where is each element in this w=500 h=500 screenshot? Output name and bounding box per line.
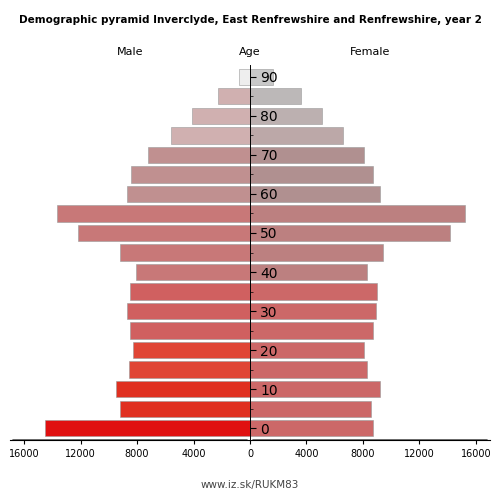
Bar <box>128 362 250 378</box>
Bar <box>56 205 250 222</box>
Bar <box>130 284 250 300</box>
Bar <box>127 303 250 320</box>
Bar <box>120 400 250 417</box>
Bar <box>250 362 367 378</box>
Bar <box>250 303 376 320</box>
Bar <box>250 225 450 241</box>
Bar <box>250 342 364 358</box>
Bar <box>250 146 364 163</box>
Bar <box>250 88 301 104</box>
Bar <box>250 264 367 280</box>
Bar <box>132 166 250 182</box>
Text: Demographic pyramid Inverclyde, East Renfrewshire and Renfrewshire, year 2: Demographic pyramid Inverclyde, East Ren… <box>18 15 481 25</box>
Bar <box>250 284 377 300</box>
Bar <box>46 420 250 436</box>
Bar <box>171 127 250 144</box>
Text: www.iz.sk/RUKM83: www.iz.sk/RUKM83 <box>201 480 299 490</box>
Bar <box>250 381 380 398</box>
Bar <box>116 381 250 398</box>
Bar <box>78 225 250 241</box>
Bar <box>240 68 250 85</box>
Bar <box>127 186 250 202</box>
Bar <box>250 127 343 144</box>
Bar <box>133 342 250 358</box>
Text: Female: Female <box>350 47 390 57</box>
Bar <box>130 322 250 339</box>
Bar <box>192 108 250 124</box>
Text: Age: Age <box>239 47 261 57</box>
Text: Male: Male <box>117 47 143 57</box>
Bar <box>250 166 373 182</box>
Bar <box>250 420 373 436</box>
Bar <box>120 244 250 260</box>
Bar <box>250 108 322 124</box>
Bar <box>148 146 250 163</box>
Bar <box>250 400 372 417</box>
Bar <box>250 205 464 222</box>
Bar <box>250 68 272 85</box>
Bar <box>136 264 250 280</box>
Bar <box>250 244 382 260</box>
Bar <box>250 186 380 202</box>
Bar <box>218 88 250 104</box>
Bar <box>250 322 373 339</box>
